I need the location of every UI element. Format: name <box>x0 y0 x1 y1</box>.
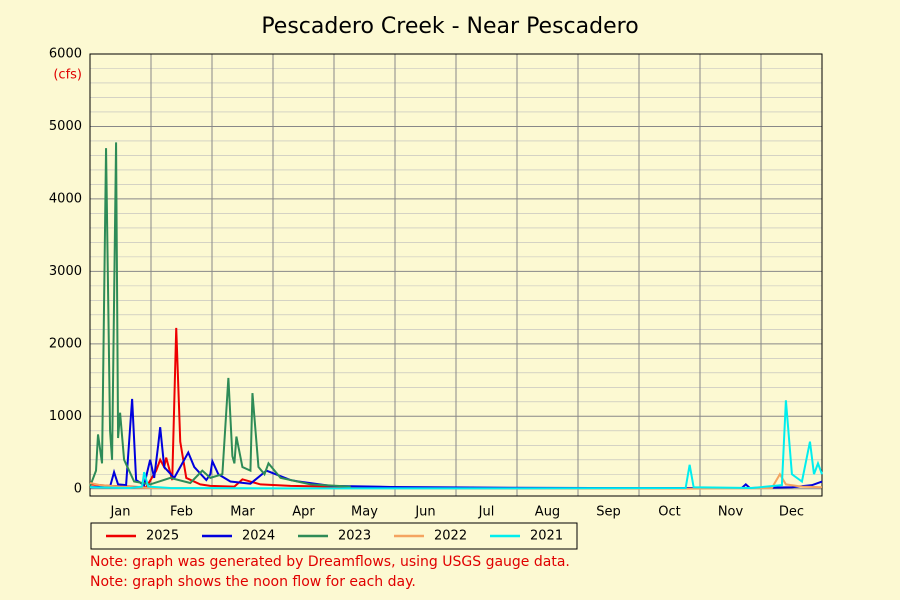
legend-label: 2022 <box>434 529 467 544</box>
legend-box <box>90 522 578 550</box>
x-tick-label: Jun <box>414 505 435 520</box>
x-tick-label: Dec <box>779 505 804 520</box>
y-unit: (cfs) <box>53 68 82 83</box>
x-tick-label: Nov <box>718 505 744 520</box>
x-tick-label: May <box>351 505 378 520</box>
legend-label: 2023 <box>338 529 371 544</box>
y-tick-label: 1000 <box>49 409 82 424</box>
y-tick-label: 6000 <box>49 47 82 62</box>
note: Note: graph was generated by Dreamflows,… <box>90 554 570 570</box>
x-tick-label: Feb <box>170 505 193 520</box>
series-line <box>89 400 823 490</box>
x-tick-label: Jul <box>478 505 495 520</box>
legend-label: 2025 <box>146 529 179 544</box>
legend-label: 2024 <box>242 529 275 544</box>
y-tick-label: 5000 <box>49 119 82 134</box>
legend-label: 2021 <box>530 529 563 544</box>
chart-title: Pescadero Creek - Near Pescadero <box>261 14 638 39</box>
y-tick-label: 3000 <box>49 264 82 279</box>
series-line <box>89 327 484 490</box>
note: Note: graph shows the noon flow for each… <box>90 574 416 590</box>
x-tick-label: Jan <box>109 505 130 520</box>
y-tick-label: 2000 <box>49 336 82 351</box>
y-tick-label: 0 <box>74 481 82 496</box>
series-line <box>89 142 351 488</box>
x-tick-label: Oct <box>658 505 680 520</box>
y-tick-label: 4000 <box>49 191 82 206</box>
x-tick-label: Sep <box>596 505 621 520</box>
x-tick-label: Mar <box>230 505 255 520</box>
x-tick-label: Apr <box>292 505 315 520</box>
plot-frame <box>89 53 823 497</box>
x-tick-label: Aug <box>535 505 560 520</box>
